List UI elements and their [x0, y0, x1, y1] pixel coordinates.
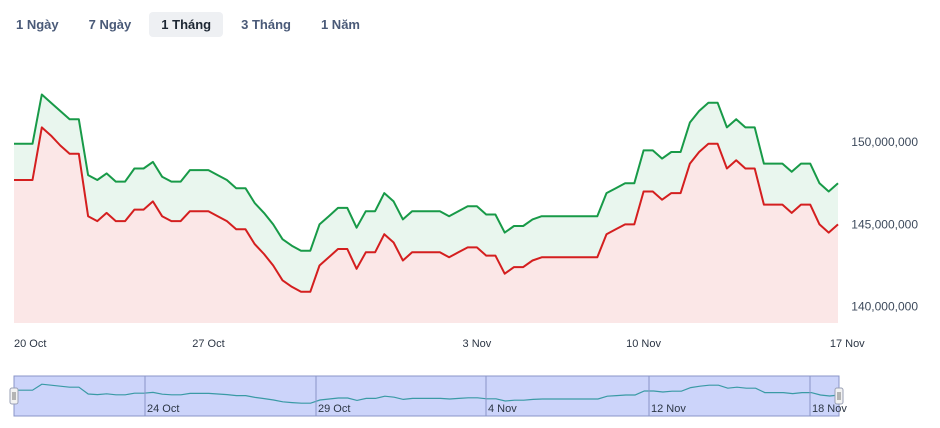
x-tick-label: 10 Nov: [626, 338, 661, 350]
navigator-window[interactable]: [13, 375, 840, 417]
time-range-tabs: 1 Ngày 7 Ngày 1 Tháng 3 Tháng 1 Năm: [4, 12, 372, 37]
navigator-date-label: 12 Nov: [651, 403, 686, 415]
y-tick-label: 140,000,000: [851, 300, 918, 314]
tab-1-year[interactable]: 1 Năm: [320, 17, 360, 32]
x-tick-label: 20 Oct: [14, 338, 46, 350]
tab-3-months[interactable]: 3 Tháng: [241, 17, 291, 32]
buy-price-line: [14, 93, 839, 252]
x-tick-label: 3 Nov: [463, 338, 492, 350]
sell-area: [14, 127, 838, 324]
navigator-left-handle[interactable]: [9, 387, 19, 405]
navigator-date-label: 29 Oct: [318, 403, 350, 415]
buy-band: [14, 94, 838, 292]
x-tick-label: 17 Nov: [830, 338, 865, 350]
navigator-date-label: 4 Nov: [488, 403, 517, 415]
navigator-series-line: [14, 383, 840, 404]
tab-1-month[interactable]: 1 Tháng: [149, 12, 224, 37]
range-navigator: 24 Oct 29 Oct 4 Nov 12 Nov 18 Nov: [9, 375, 847, 417]
navigator-right-handle[interactable]: [834, 387, 844, 405]
y-tick-label: 145,000,000: [851, 217, 918, 231]
y-tick-label: 150,000,000: [851, 135, 918, 149]
navigator-date-label: 18 Nov: [812, 403, 847, 415]
navigator-date-label: 24 Oct: [147, 403, 179, 415]
sell-price-line: [14, 126, 839, 293]
tab-7-days[interactable]: 7 Ngày: [88, 17, 132, 32]
tab-1-day[interactable]: 1 Ngày: [16, 17, 59, 32]
x-tick-label: 27 Oct: [192, 338, 224, 350]
